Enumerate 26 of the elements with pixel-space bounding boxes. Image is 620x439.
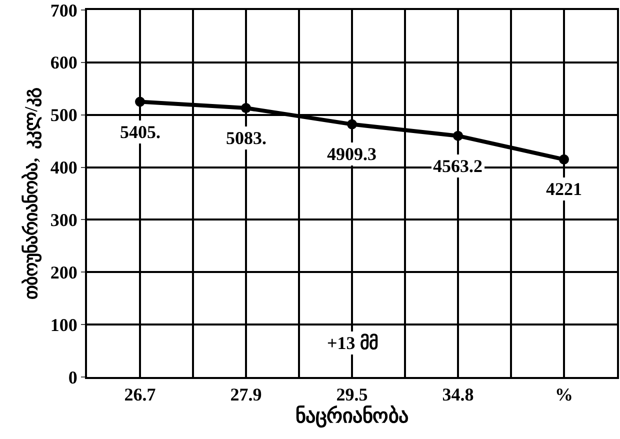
y-axis-title: თბოუნარიანობა, კკლ/კგ <box>21 86 42 300</box>
y-tick-label: 500 <box>50 105 78 126</box>
x-tick-label: % <box>555 384 573 405</box>
x-tick-label: 26.7 <box>124 384 156 405</box>
y-tick-label: 600 <box>50 52 78 73</box>
point <box>347 119 357 130</box>
x-tick-label: 34.8 <box>442 384 474 405</box>
y-tick-label: 100 <box>50 314 78 335</box>
x-tick-label: 27.9 <box>230 384 262 405</box>
annotation: 5405. <box>120 122 160 142</box>
point <box>241 103 251 114</box>
annotation: 4563.2 <box>433 156 482 176</box>
point <box>135 96 145 107</box>
point <box>453 130 463 141</box>
y-tick-label: 0 <box>68 367 78 388</box>
point <box>559 154 569 164</box>
annotation: +13 მმ <box>327 333 378 353</box>
annotation: 5083. <box>226 128 266 148</box>
y-tick-label: 300 <box>50 210 78 230</box>
y-tick-label: 200 <box>50 262 78 282</box>
x-axis-title: ნაცრიანობა <box>296 404 408 429</box>
y-tick-label: 700 <box>50 0 78 20</box>
y-tick-label: 400 <box>50 158 78 178</box>
x-tick-label: 29.5 <box>336 384 368 405</box>
annotation: 4221 <box>546 179 582 199</box>
annotation: 4909.3 <box>327 144 376 164</box>
